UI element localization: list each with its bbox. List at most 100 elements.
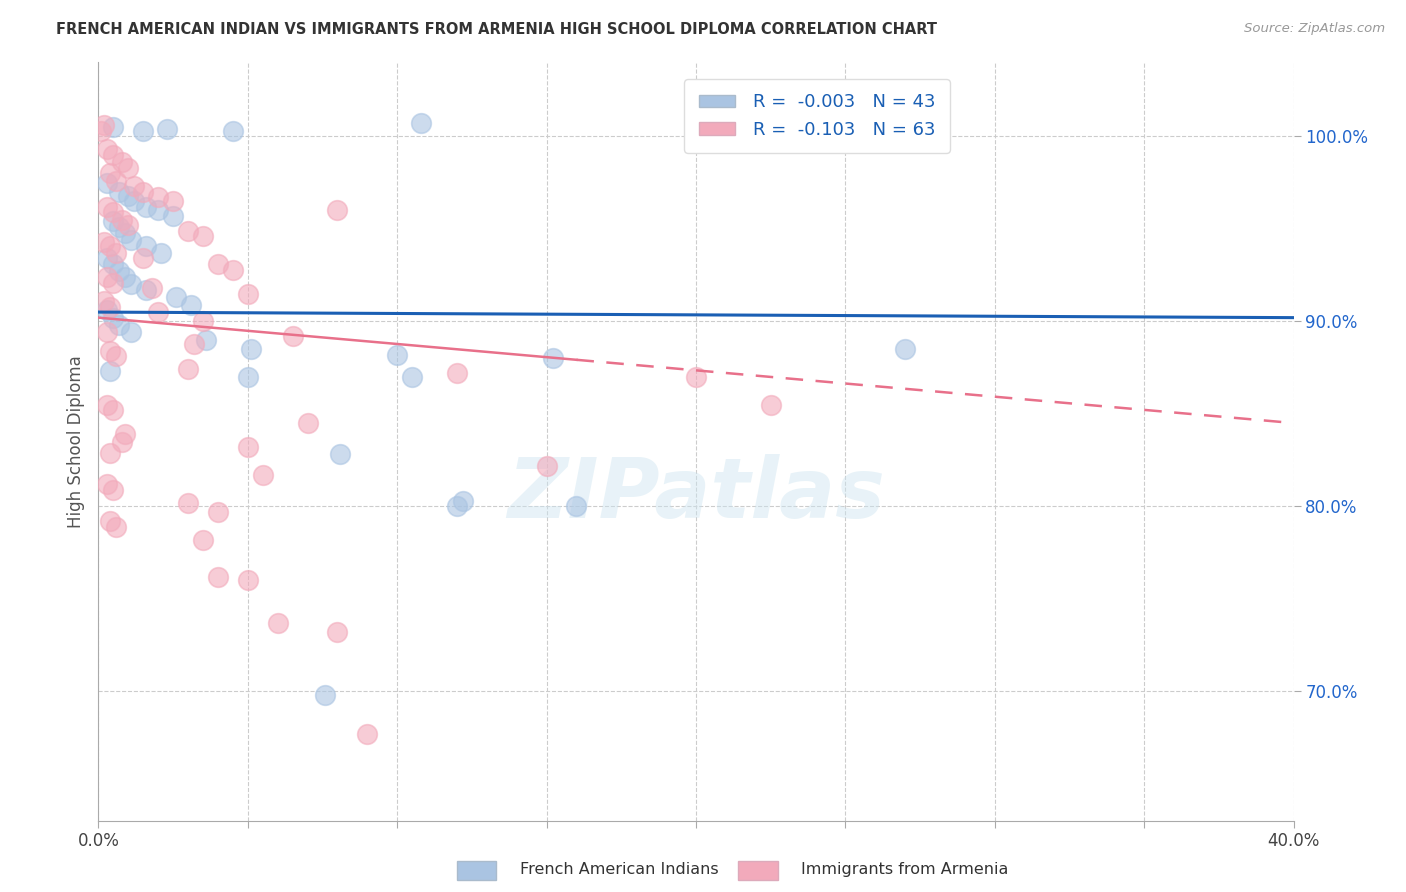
Y-axis label: High School Diploma: High School Diploma [66,355,84,528]
Point [385,348,409,362]
Point [156,122,179,136]
Point [103,483,125,497]
Point [401,369,423,384]
Point [565,500,588,514]
Point [117,161,139,175]
Point [326,203,349,218]
Point [162,194,184,208]
Point [894,342,917,356]
Point [315,688,337,702]
Point [148,190,170,204]
Point [236,369,259,384]
Point [177,362,200,376]
Point [446,500,468,514]
Point [93,293,115,308]
Point [207,257,229,271]
Text: FRENCH AMERICAN INDIAN VS IMMIGRANTS FROM ARMENIA HIGH SCHOOL DIPLOMA CORRELATIO: FRENCH AMERICAN INDIAN VS IMMIGRANTS FRO… [56,22,938,37]
Point [132,124,155,138]
Point [105,174,128,188]
Point [177,224,200,238]
Point [162,209,184,223]
Point [117,188,139,202]
Point [536,458,558,473]
Point [98,364,122,378]
Point [180,298,202,312]
Point [96,200,118,214]
Point [96,176,118,190]
Point [222,262,245,277]
Point [108,185,131,199]
Point [252,467,274,482]
Point [141,281,163,295]
Point [207,505,229,519]
Point [191,314,214,328]
Point [103,310,125,325]
Point [120,326,142,340]
Point [191,533,214,547]
Point [103,120,125,135]
Text: French American Indians: French American Indians [520,863,718,877]
Point [90,124,112,138]
Point [236,573,259,587]
Point [177,495,200,509]
Point [148,305,170,319]
Point [98,514,122,528]
Point [105,246,128,260]
Point [191,229,214,244]
Point [297,416,319,430]
Point [451,493,474,508]
Point [96,326,118,340]
Point [108,318,131,332]
Point [239,342,262,356]
Point [183,336,205,351]
Point [132,252,155,266]
Point [236,440,259,454]
Point [685,369,707,384]
Point [195,333,218,347]
Point [281,329,304,343]
Point [96,269,118,284]
Point [103,148,125,162]
Point [120,233,142,247]
Point [114,427,136,442]
Legend: R =  -0.003   N = 43, R =  -0.103   N = 63: R = -0.003 N = 43, R = -0.103 N = 63 [685,79,950,153]
Point [98,300,122,314]
Point [96,398,118,412]
Point [236,286,259,301]
Point [446,366,468,380]
Point [93,235,115,249]
Point [98,238,122,252]
Point [135,238,157,252]
Point [108,220,131,235]
Point [96,303,118,318]
Point [759,398,782,412]
Point [150,246,173,260]
Point [108,264,131,278]
Point [124,179,146,194]
Point [98,343,122,358]
Point [103,276,125,290]
Point [111,155,134,169]
Text: Immigrants from Armenia: Immigrants from Armenia [801,863,1008,877]
Point [326,625,349,640]
Point [103,214,125,228]
Point [103,257,125,271]
Point [541,351,564,366]
Point [98,445,122,459]
Point [96,142,118,156]
Text: Source: ZipAtlas.com: Source: ZipAtlas.com [1244,22,1385,36]
Point [356,727,378,741]
Point [98,166,122,180]
Point [148,203,170,218]
Point [117,218,139,232]
Point [132,185,155,199]
Point [103,403,125,417]
Point [114,226,136,240]
Point [105,519,128,533]
Point [411,116,433,130]
Point [135,283,157,297]
Point [207,569,229,583]
Text: ZIPatlas: ZIPatlas [508,454,884,535]
Point [96,252,118,266]
Point [103,205,125,219]
